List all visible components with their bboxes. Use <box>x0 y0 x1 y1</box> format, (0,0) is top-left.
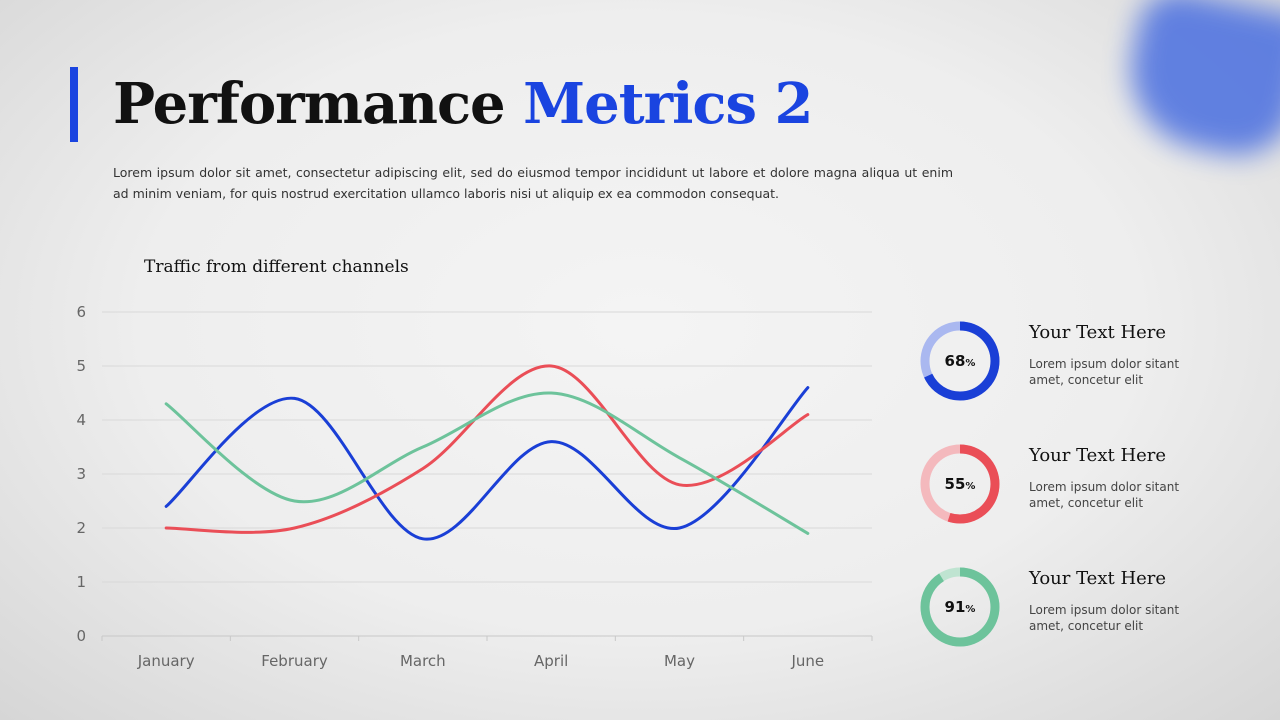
donut-ring <box>920 321 1000 401</box>
stat-heading: Your Text Here <box>1029 568 1167 589</box>
series-line-1 <box>164 386 810 541</box>
x-tick-label: February <box>261 652 328 670</box>
page-title: Performance Metrics 2 <box>113 66 814 142</box>
donut-value: 55% <box>918 442 1002 526</box>
donut-number: 91 <box>944 598 966 616</box>
title-accent-bar <box>70 67 78 142</box>
y-tick-label: 4 <box>76 411 86 429</box>
donut-value: 91% <box>918 565 1002 649</box>
x-tick-label: June <box>790 652 824 670</box>
stat-heading: Your Text Here <box>1029 445 1167 466</box>
donut-value: 68% <box>918 319 1002 403</box>
donut-ring <box>920 567 1000 647</box>
donut-progress <box>920 321 1000 401</box>
x-tick-label: May <box>664 652 695 670</box>
donut-ring <box>920 444 1000 524</box>
line-chart: 0 1 2 3 4 5 6 January February March April May June <box>76 303 873 670</box>
donut-progress <box>920 567 1000 647</box>
intro-paragraph: Lorem ipsum dolor sit amet, consectetur … <box>113 165 953 201</box>
x-tick-label: April <box>534 652 568 670</box>
donut-progress <box>920 444 1000 524</box>
stat-description: Lorem ipsum dolor sitant amet, concetur … <box>1029 480 1180 510</box>
stat-heading: Your Text Here <box>1029 322 1167 343</box>
title-highlight: Metrics 2 <box>523 71 813 137</box>
stat-card-1: 68% Your Text Here Lorem ipsum dolor sit… <box>918 319 1218 405</box>
donut-unit: % <box>965 358 976 369</box>
chart-title: Traffic from different channels <box>144 257 409 277</box>
x-tick-label: March <box>400 652 446 670</box>
title-main: Performance <box>113 71 506 137</box>
y-tick-label: 1 <box>76 573 86 591</box>
donut-number: 55 <box>944 475 966 493</box>
stat-card-2: 55% Your Text Here Lorem ipsum dolor sit… <box>918 442 1218 528</box>
stat-description: Lorem ipsum dolor sitant amet, concetur … <box>1029 357 1180 387</box>
donut-unit: % <box>965 481 976 492</box>
series-line-2 <box>164 364 810 534</box>
series-line-3 <box>164 391 810 535</box>
x-tick-label: January <box>137 652 195 670</box>
y-tick-label: 0 <box>76 627 86 645</box>
stat-description: Lorem ipsum dolor sitant amet, concetur … <box>1029 603 1180 633</box>
y-tick-label: 6 <box>76 303 86 321</box>
stat-card-3: 91% Your Text Here Lorem ipsum dolor sit… <box>918 565 1218 651</box>
donut-number: 68 <box>944 352 966 370</box>
y-tick-label: 3 <box>76 465 86 483</box>
donut-unit: % <box>965 604 976 615</box>
y-tick-label: 5 <box>76 357 86 375</box>
decorative-blob <box>1116 0 1280 167</box>
y-tick-label: 2 <box>76 519 86 537</box>
